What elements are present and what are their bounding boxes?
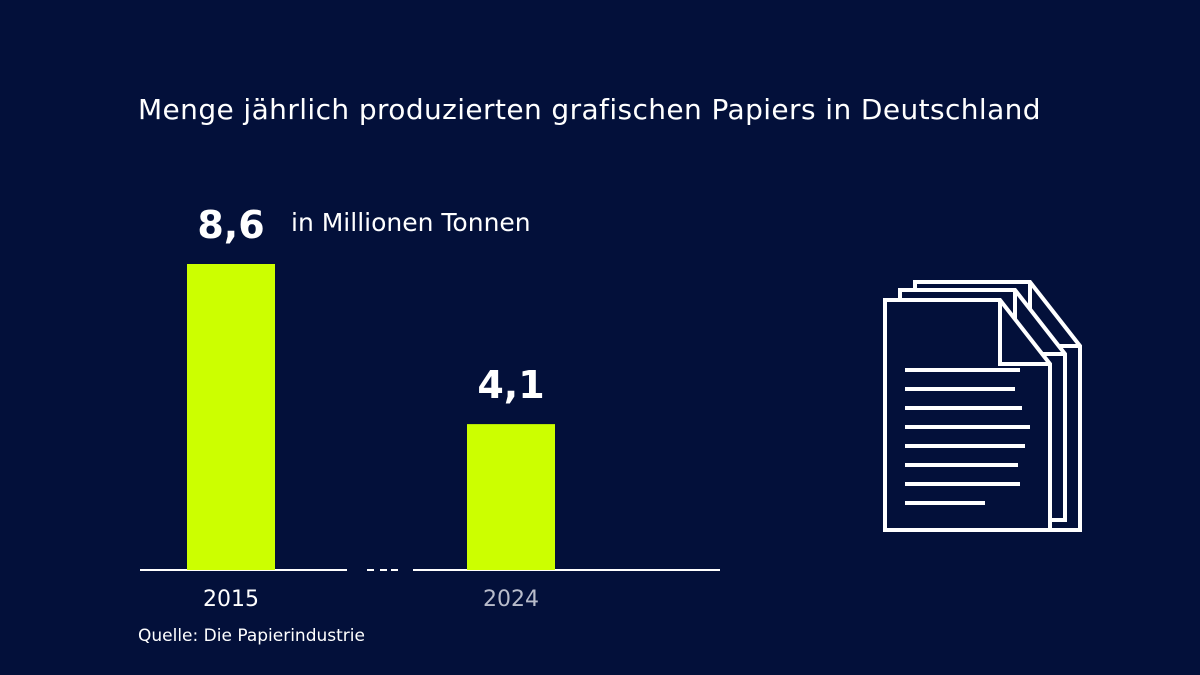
source-note: Quelle: Die Papierindustrie — [138, 626, 365, 646]
bar-2024 — [467, 424, 555, 570]
data-label-2024: 4,1 — [477, 363, 544, 407]
document-stack-icon — [883, 280, 1082, 532]
data-label-2015: 8,6 — [197, 203, 264, 247]
chart-title: Menge jährlich produzierten grafischen P… — [138, 93, 1041, 126]
x-tick-label-2024: 2024 — [483, 587, 539, 612]
bar-2015 — [187, 264, 275, 570]
unit-label: in Millionen Tonnen — [291, 208, 531, 237]
x-tick-label-2015: 2015 — [203, 587, 259, 612]
